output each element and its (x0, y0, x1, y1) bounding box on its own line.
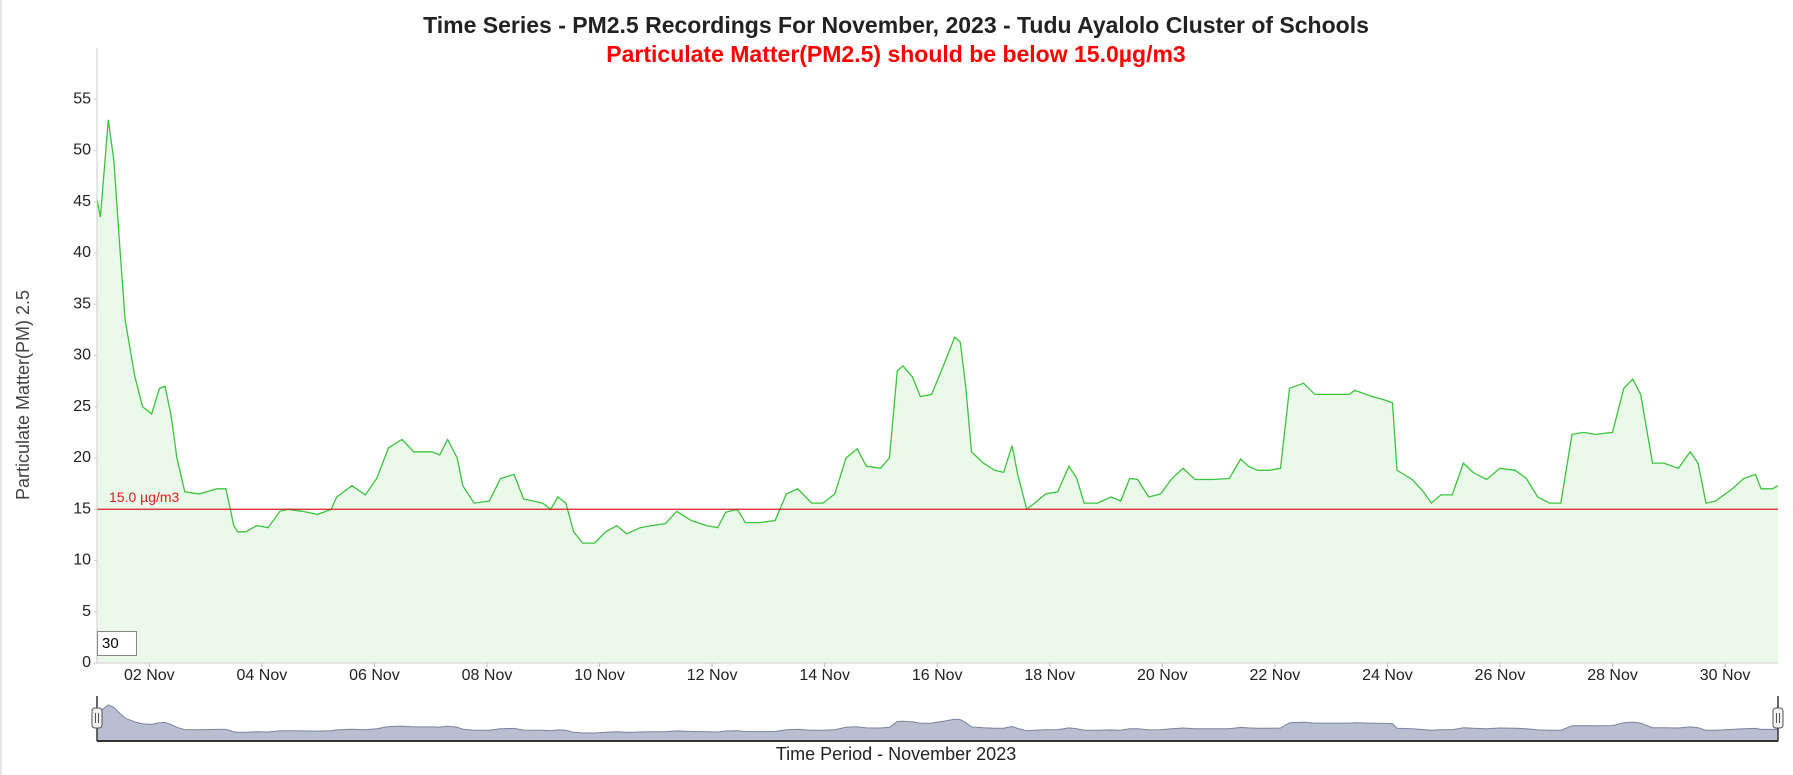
y-tick-label: 55 (73, 90, 91, 107)
y-tick-label: 25 (73, 398, 91, 415)
y-tick-label: 50 (73, 142, 91, 159)
x-tick-label: 14 Nov (799, 667, 850, 684)
chart-title: Time Series - PM2.5 Recordings For Novem… (423, 12, 1369, 38)
threshold-label: 15.0 µg/m3 (109, 489, 180, 505)
x-tick-label: 26 Nov (1475, 667, 1526, 684)
x-tick-label: 20 Nov (1137, 667, 1188, 684)
x-tick-label: 28 Nov (1587, 667, 1638, 684)
x-tick-label: 06 Nov (349, 667, 400, 684)
x-tick-label: 10 Nov (574, 667, 625, 684)
y-tick-label: 15 (73, 500, 91, 517)
x-tick-label: 16 Nov (912, 667, 963, 684)
y-tick-label: 45 (73, 193, 91, 210)
navigator-handle[interactable] (1772, 707, 1784, 729)
x-tick-label: 22 Nov (1250, 667, 1301, 684)
x-axis-label: Time Period - November 2023 (776, 744, 1016, 764)
navigator-area (96, 704, 1779, 742)
x-tick-label: 08 Nov (462, 667, 513, 684)
y-axis-label: Particulate Matter(PM) 2.5 (13, 290, 33, 500)
x-tick-label: 30 Nov (1700, 667, 1751, 684)
chart-subtitle: Particulate Matter(PM2.5) should be belo… (606, 41, 1185, 67)
y-tick-label: 10 (73, 552, 91, 569)
x-tick-label: 04 Nov (237, 667, 288, 684)
y-tick-label: 35 (73, 295, 91, 312)
y-tick-label: 5 (82, 603, 91, 620)
navigator-handle[interactable] (91, 707, 103, 729)
window-input[interactable]: 30 (97, 631, 137, 656)
x-tick-label: 24 Nov (1362, 667, 1413, 684)
x-tick-label: 18 Nov (1024, 667, 1075, 684)
y-tick-label: 40 (73, 244, 91, 261)
x-tick-label: 02 Nov (124, 667, 175, 684)
y-tick-label: 30 (73, 347, 91, 364)
series-line (96, 119, 1779, 544)
area-fill (97, 119, 1778, 664)
x-tick-label: 12 Nov (687, 667, 738, 684)
y-tick-label: 20 (73, 449, 91, 466)
y-tick-label: 0 (82, 654, 91, 671)
